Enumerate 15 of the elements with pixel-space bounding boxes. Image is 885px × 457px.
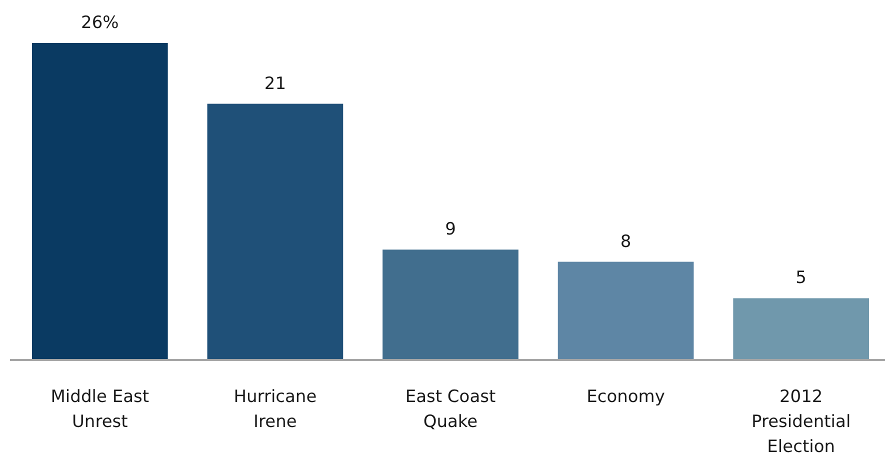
data-label: 8	[620, 232, 632, 252]
x-tick-label: 2012 Presidential Election	[752, 387, 851, 457]
x-tick-label: Economy	[586, 387, 665, 407]
x-tick-label: East Coast Quake	[405, 387, 496, 432]
bar	[382, 250, 518, 359]
data-label: 26%	[81, 13, 119, 33]
data-label: 9	[445, 220, 456, 240]
data-label: 21	[264, 74, 286, 94]
bar	[32, 43, 168, 359]
x-tick-label: Middle East Unrest	[50, 387, 150, 432]
bar	[558, 262, 694, 359]
bar	[733, 298, 870, 359]
data-label: 5	[796, 268, 807, 288]
x-tick-label: Hurricane Irene	[234, 387, 317, 432]
bar	[207, 104, 344, 359]
